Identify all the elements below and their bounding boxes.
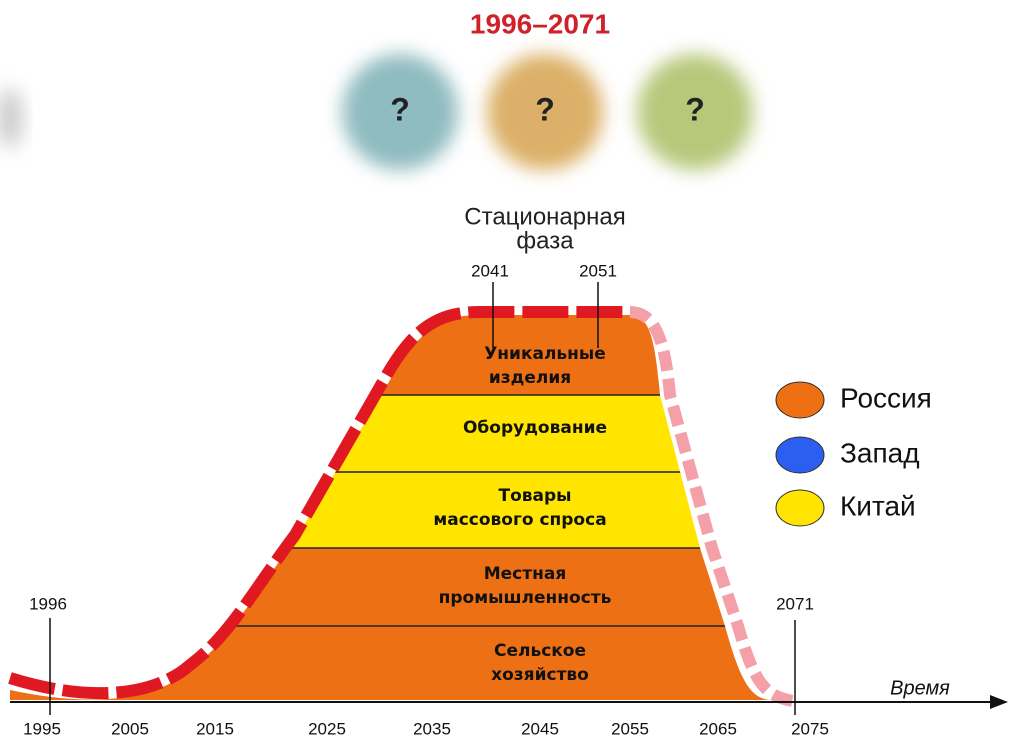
axis-label: Время xyxy=(890,677,950,699)
layer-label: хозяйство xyxy=(491,665,589,685)
legend-label: Китай xyxy=(840,490,916,521)
legend-label: Запад xyxy=(840,437,920,468)
phase-label: фаза xyxy=(516,227,574,254)
blur-circle xyxy=(487,54,603,170)
phase-end: 2051 xyxy=(579,261,617,280)
question: ? xyxy=(535,91,555,127)
blur-circle xyxy=(637,54,753,170)
layer-label: промышленность xyxy=(439,588,612,608)
blur-circle xyxy=(0,88,24,148)
x-tick-label: 2025 xyxy=(308,719,346,738)
title: 1996–2071 xyxy=(470,8,610,39)
phase-start: 2041 xyxy=(471,261,509,280)
x-tick-label: 2045 xyxy=(521,719,559,738)
layer-label: Оборудование xyxy=(463,418,607,438)
layer-label: Товары xyxy=(498,486,571,506)
x-tick-label: 2015 xyxy=(196,719,234,738)
layer-label: изделия xyxy=(489,368,571,388)
outline xyxy=(629,306,801,708)
x-tick-label: 2065 xyxy=(699,719,737,738)
legend-label: Россия xyxy=(840,382,932,413)
phase-label: Стационарная xyxy=(464,203,625,230)
legend-swatch xyxy=(775,436,825,474)
layer-label: Уникальные xyxy=(484,344,606,364)
x-tick-label: 2055 xyxy=(611,719,649,738)
layer-label: массового спроса xyxy=(433,510,606,530)
layer-label: Сельское xyxy=(494,641,586,661)
question: ? xyxy=(390,91,410,127)
legend-swatch xyxy=(775,381,825,419)
mark-label: 1996 xyxy=(29,594,67,613)
x-tick-label: 2005 xyxy=(111,719,149,738)
x-tick-label: 2035 xyxy=(413,719,451,738)
mark-label: 2071 xyxy=(776,594,814,613)
x-tick-label: 1995 xyxy=(23,719,61,738)
layer-label: Местная xyxy=(484,564,567,584)
legend-swatch xyxy=(775,489,825,527)
x-tick-label: 2075 xyxy=(791,719,829,738)
blur-circle xyxy=(342,54,458,170)
question: ? xyxy=(685,91,705,127)
outline xyxy=(8,306,630,700)
